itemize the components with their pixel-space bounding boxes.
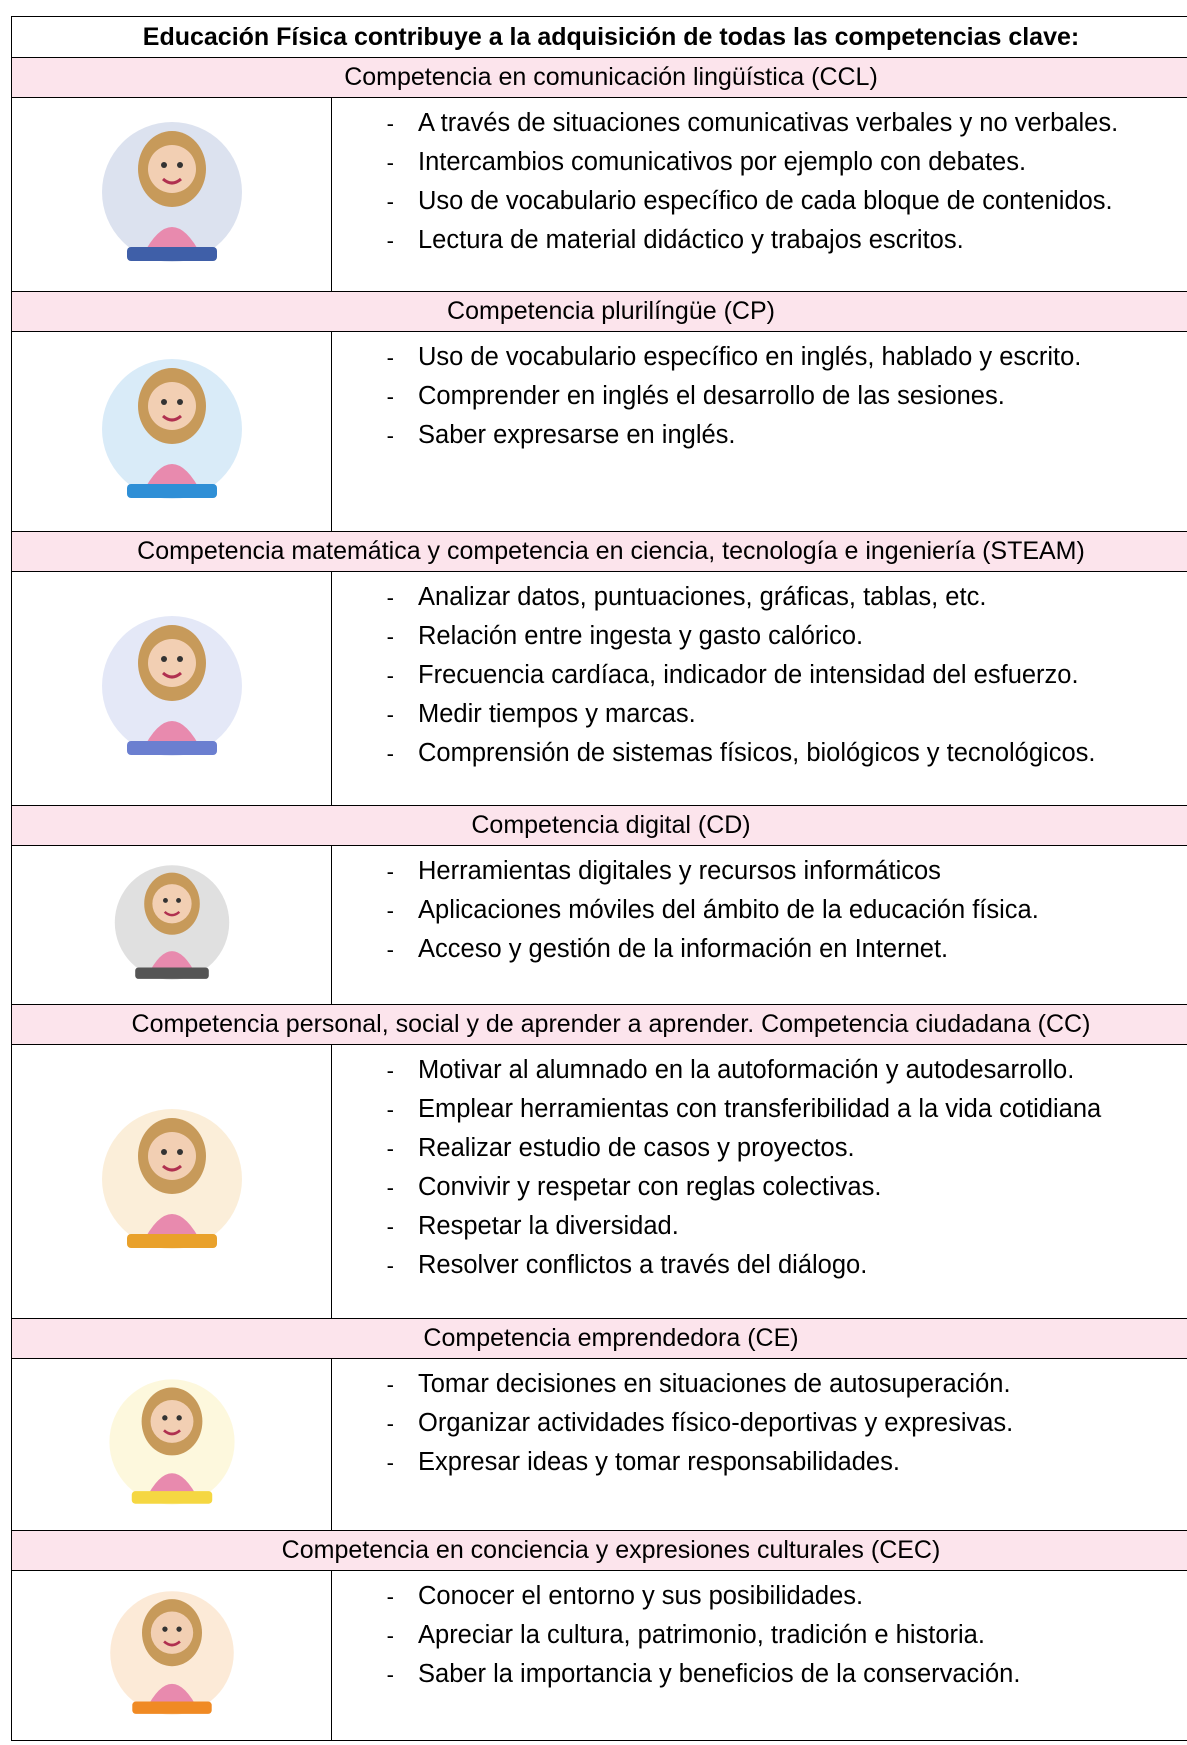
item-text: Saber expresarse en inglés. [394, 416, 1187, 455]
section-items-cell: Tomar decisiones en situaciones de autos… [331, 1358, 1187, 1531]
item-text: Comprensión de sistemas físicos, biológi… [394, 734, 1187, 773]
item-text: Uso de vocabulario específico en inglés,… [394, 338, 1187, 377]
item-text: Apreciar la cultura, patrimonio, tradici… [394, 1616, 1187, 1655]
avatar-illustration [101, 1109, 242, 1249]
item-text: Expresar ideas y tomar responsabilidades… [394, 1443, 1187, 1482]
section-content-row: Herramientas digitales y recursos inform… [11, 845, 1187, 1005]
item-list: Motivar al alumnado en la autoformación … [332, 1051, 1187, 1285]
illustration-cell [11, 571, 332, 806]
item-text: Uso de vocabulario específico de cada bl… [394, 182, 1187, 221]
section-heading: Competencia en conciencia y expresiones … [11, 1530, 1187, 1571]
section-items-cell: Conocer el entorno y sus posibilidades.A… [331, 1570, 1187, 1741]
section-heading-row: Competencia emprendedora (CE) [11, 1318, 1187, 1359]
illustration-cell [11, 1570, 332, 1741]
section-items-cell: Uso de vocabulario específico en inglés,… [331, 331, 1187, 532]
section-heading: Competencia matemática y competencia en … [11, 531, 1187, 572]
section-heading-row: Competencia digital (CD) [11, 805, 1187, 846]
item-text: Analizar datos, puntuaciones, gráficas, … [394, 578, 1187, 617]
avatar-illustration [108, 1379, 235, 1505]
illustration-cell [11, 845, 332, 1005]
illustration-cell [11, 97, 332, 292]
item-text: Respetar la diversidad. [394, 1207, 1187, 1246]
section-heading: Competencia personal, social y de aprend… [11, 1004, 1187, 1045]
section-heading: Competencia plurilíngüe (CP) [11, 291, 1187, 332]
item-text: Resolver conflictos a través del diálogo… [394, 1246, 1187, 1285]
table-title: Educación Física contribuye a la adquisi… [11, 16, 1187, 58]
section-heading-row: Competencia personal, social y de aprend… [11, 1004, 1187, 1045]
section-content-row: Conocer el entorno y sus posibilidades.A… [11, 1570, 1187, 1741]
item-text: Realizar estudio de casos y proyectos. [394, 1129, 1187, 1168]
item-text: Emplear herramientas con transferibilida… [394, 1090, 1187, 1129]
section-content-row: Analizar datos, puntuaciones, gráficas, … [11, 571, 1187, 806]
item-list: Uso de vocabulario específico en inglés,… [332, 338, 1187, 455]
item-text: Comprender en inglés el desarrollo de la… [394, 377, 1187, 416]
section-heading-row: Competencia en comunicación lingüística … [11, 57, 1187, 98]
section-content-row: Uso de vocabulario específico en inglés,… [11, 331, 1187, 532]
section-heading: Competencia en comunicación lingüística … [11, 57, 1187, 98]
section-items-cell: Motivar al alumnado en la autoformación … [331, 1044, 1187, 1319]
section-heading: Competencia digital (CD) [11, 805, 1187, 846]
item-list: A través de situaciones comunicativas ve… [332, 104, 1187, 260]
competencies-table: Educación Física contribuye a la adquisi… [11, 16, 1187, 1741]
item-text: Relación entre ingesta y gasto calórico. [394, 617, 1187, 656]
item-text: Frecuencia cardíaca, indicador de intens… [394, 656, 1187, 695]
title-row: Educación Física contribuye a la adquisi… [11, 16, 1187, 58]
section-items-cell: A través de situaciones comunicativas ve… [331, 97, 1187, 292]
item-text: Conocer el entorno y sus posibilidades. [394, 1577, 1187, 1616]
item-text: Saber la importancia y beneficios de la … [394, 1655, 1187, 1694]
section-heading-row: Competencia plurilíngüe (CP) [11, 291, 1187, 332]
illustration-cell [11, 1358, 332, 1531]
avatar-illustration [101, 122, 242, 262]
section-heading: Competencia emprendedora (CE) [11, 1318, 1187, 1359]
item-text: Acceso y gestión de la información en In… [394, 930, 1187, 969]
section-content-row: A través de situaciones comunicativas ve… [11, 97, 1187, 292]
item-text: Herramientas digitales y recursos inform… [394, 852, 1187, 891]
item-list: Conocer el entorno y sus posibilidades.A… [332, 1577, 1187, 1694]
item-list: Herramientas digitales y recursos inform… [332, 852, 1187, 969]
item-text: Convivir y respetar con reglas colectiva… [394, 1168, 1187, 1207]
item-text: Tomar decisiones en situaciones de autos… [394, 1365, 1187, 1404]
item-text: Organizar actividades físico-deportivas … [394, 1404, 1187, 1443]
item-text: A través de situaciones comunicativas ve… [394, 104, 1187, 143]
avatar-illustration [101, 616, 242, 756]
item-text: Lectura de material didáctico y trabajos… [394, 221, 1187, 260]
item-text: Medir tiempos y marcas. [394, 695, 1187, 734]
avatar-illustration [114, 865, 229, 980]
item-text: Motivar al alumnado en la autoformación … [394, 1051, 1187, 1090]
section-content-row: Tomar decisiones en situaciones de autos… [11, 1358, 1187, 1531]
section-items-cell: Herramientas digitales y recursos inform… [331, 845, 1187, 1005]
illustration-cell [11, 1044, 332, 1319]
section-items-cell: Analizar datos, puntuaciones, gráficas, … [331, 571, 1187, 806]
item-list: Analizar datos, puntuaciones, gráficas, … [332, 578, 1187, 773]
section-content-row: Motivar al alumnado en la autoformación … [11, 1044, 1187, 1319]
section-heading-row: Competencia en conciencia y expresiones … [11, 1530, 1187, 1571]
avatar-illustration [109, 1591, 234, 1715]
section-heading-row: Competencia matemática y competencia en … [11, 531, 1187, 572]
item-text: Aplicaciones móviles del ámbito de la ed… [394, 891, 1187, 930]
item-text: Intercambios comunicativos por ejemplo c… [394, 143, 1187, 182]
item-list: Tomar decisiones en situaciones de autos… [332, 1365, 1187, 1482]
illustration-cell [11, 331, 332, 532]
avatar-illustration [101, 359, 242, 499]
